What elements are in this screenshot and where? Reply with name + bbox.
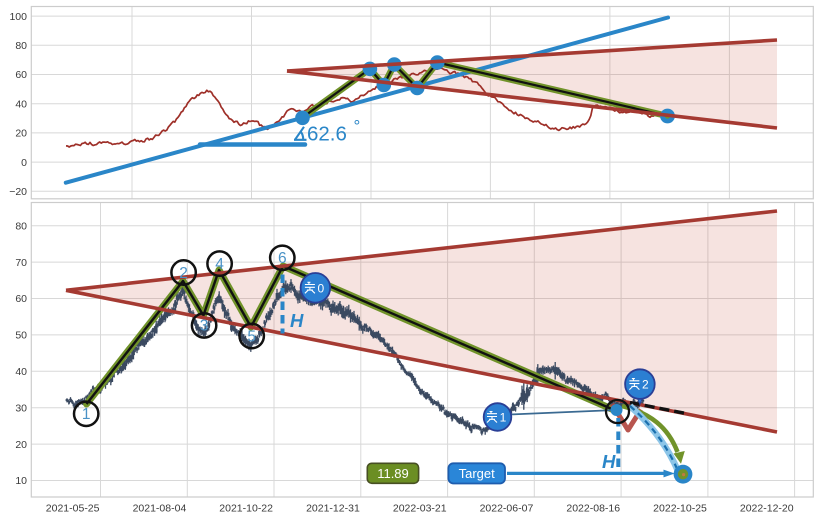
svg-text:2021-10-22: 2021-10-22 (219, 503, 273, 515)
svg-text:80: 80 (15, 40, 27, 52)
svg-text:70: 70 (15, 257, 27, 269)
svg-text:2022-06-07: 2022-06-07 (480, 503, 534, 515)
svg-text:2022-08-16: 2022-08-16 (566, 503, 620, 515)
svg-text:2021-12-31: 2021-12-31 (306, 503, 360, 515)
svg-text:40: 40 (15, 366, 27, 378)
svg-text:20: 20 (15, 128, 27, 140)
svg-text:0: 0 (318, 281, 325, 295)
svg-text:H: H (602, 451, 616, 472)
svg-text:2022-10-25: 2022-10-25 (653, 503, 707, 515)
svg-text:60: 60 (15, 69, 27, 81)
svg-text:30: 30 (15, 402, 27, 414)
svg-text:20: 20 (15, 439, 27, 451)
svg-text:H: H (290, 310, 304, 331)
svg-text:80: 80 (15, 220, 27, 232)
svg-text:2022-03-21: 2022-03-21 (393, 503, 447, 515)
svg-text:11.89: 11.89 (377, 466, 409, 481)
svg-text:1: 1 (82, 406, 91, 423)
svg-text:5: 5 (247, 328, 256, 345)
svg-text:1: 1 (500, 411, 507, 425)
svg-text:60: 60 (15, 293, 27, 305)
svg-text:3: 3 (200, 318, 209, 335)
svg-text:2021-05-25: 2021-05-25 (46, 503, 100, 515)
svg-text:0: 0 (21, 157, 27, 169)
svg-text:°: ° (354, 117, 361, 136)
svg-text:6: 6 (278, 250, 287, 267)
svg-text:Target: Target (459, 466, 496, 481)
svg-text:62.6: 62.6 (307, 123, 347, 146)
svg-text:2: 2 (179, 265, 188, 282)
svg-text:2: 2 (642, 378, 649, 392)
svg-text:2022-12-20: 2022-12-20 (740, 503, 794, 515)
svg-text:50: 50 (15, 330, 27, 342)
svg-text:40: 40 (15, 98, 27, 110)
svg-text:2021-08-04: 2021-08-04 (133, 503, 187, 515)
svg-text:−20: −20 (9, 186, 27, 198)
svg-text:10: 10 (15, 475, 27, 487)
svg-text:100: 100 (9, 11, 27, 23)
svg-text:4: 4 (215, 256, 224, 273)
